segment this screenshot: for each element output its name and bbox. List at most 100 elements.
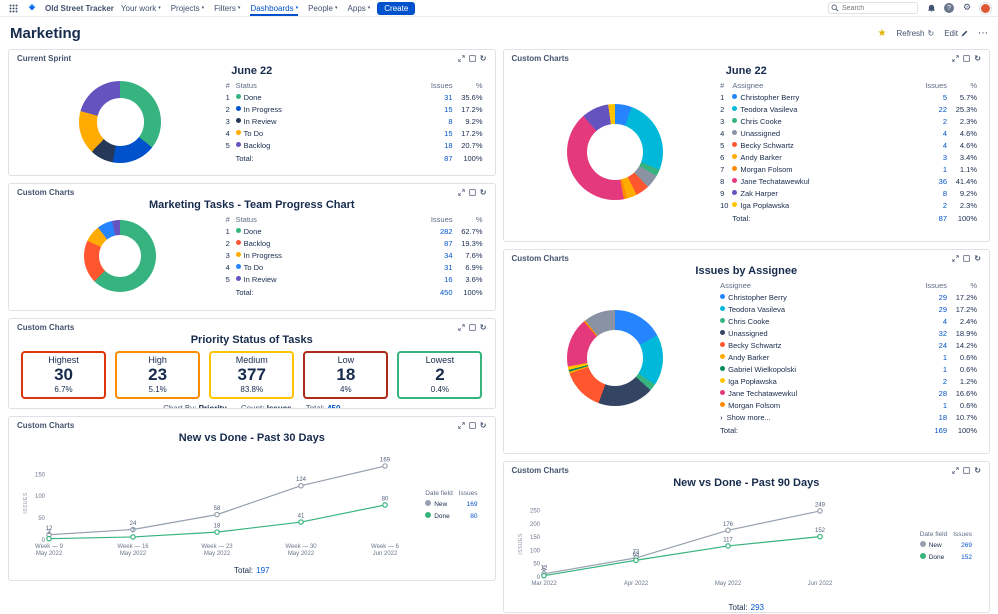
fullscreen-icon[interactable] bbox=[469, 55, 476, 62]
legend-table: Assignee Issues% Christopher Berry 29 17.2% T… bbox=[718, 280, 979, 437]
issues-count-link[interactable]: 31 bbox=[444, 262, 453, 272]
issues-count-link[interactable]: 4 bbox=[942, 316, 947, 326]
issues-count-link[interactable]: 18 bbox=[444, 140, 453, 150]
fullscreen-icon[interactable] bbox=[469, 324, 476, 331]
refresh-gadget-icon[interactable]: ↻ bbox=[974, 53, 981, 63]
total-issues-link[interactable]: 450 bbox=[439, 288, 453, 297]
legend-row: 1 Christopher Berry 5 5.7% bbox=[720, 92, 977, 102]
series-total-link[interactable]: 152 bbox=[961, 553, 972, 561]
issues-count-link[interactable]: 1 bbox=[942, 364, 947, 374]
issues-count-link[interactable]: 22 bbox=[938, 104, 947, 114]
nav-item-your-work[interactable]: Your work ▾ bbox=[120, 3, 161, 13]
resize-icon[interactable] bbox=[952, 255, 959, 262]
legend-row: 10 Iga Popławska 2 2.3% bbox=[720, 200, 977, 210]
notifications-icon[interactable] bbox=[925, 2, 937, 14]
refresh-button[interactable]: Refresh ↻ bbox=[896, 28, 935, 38]
nav-item-people[interactable]: People ▾ bbox=[308, 3, 338, 13]
resize-icon[interactable] bbox=[458, 55, 465, 62]
search-input[interactable] bbox=[828, 2, 918, 14]
issues-count-link[interactable]: 31 bbox=[444, 92, 453, 102]
series-total-link[interactable]: 80 bbox=[470, 512, 478, 520]
issues-count-link[interactable]: 34 bbox=[444, 250, 453, 260]
resize-icon[interactable] bbox=[458, 189, 465, 196]
nav-item-dashboards[interactable]: Dashboards ▾ bbox=[250, 0, 299, 16]
donut-chart[interactable] bbox=[84, 220, 157, 293]
nav-item-projects[interactable]: Projects ▾ bbox=[170, 3, 205, 13]
total-issues-link[interactable]: 169 bbox=[934, 426, 947, 435]
nav-item-filters[interactable]: Filters ▾ bbox=[214, 3, 241, 13]
issues-count-link[interactable]: 4 bbox=[942, 140, 947, 150]
issues-count-link[interactable]: 28 bbox=[938, 388, 947, 398]
fullscreen-icon[interactable] bbox=[469, 422, 476, 429]
fullscreen-icon[interactable] bbox=[469, 189, 476, 196]
refresh-gadget-icon[interactable]: ↻ bbox=[974, 465, 981, 475]
fullscreen-icon[interactable] bbox=[963, 55, 970, 62]
issues-count-link[interactable]: 1 bbox=[942, 400, 947, 410]
fullscreen-icon[interactable] bbox=[963, 255, 970, 262]
issues-count-link[interactable]: 15 bbox=[444, 104, 453, 114]
priority-box-medium[interactable]: Medium 377 83.8% bbox=[209, 351, 295, 399]
issues-count-link[interactable]: 29 bbox=[938, 304, 947, 314]
priority-count: 23 bbox=[148, 365, 168, 384]
issues-count-link[interactable]: 5 bbox=[942, 92, 947, 102]
resize-icon[interactable] bbox=[458, 422, 465, 429]
issues-count-link[interactable]: 32 bbox=[938, 328, 947, 338]
refresh-gadget-icon[interactable]: ↻ bbox=[974, 253, 981, 263]
user-avatar[interactable] bbox=[980, 2, 991, 14]
issues-count-link[interactable]: 2 bbox=[942, 376, 947, 386]
series-total-link[interactable]: 269 bbox=[961, 541, 972, 549]
issues-count-link[interactable]: 18 bbox=[938, 412, 947, 422]
series-color-dot bbox=[720, 341, 726, 347]
chart-total: Total: 293 bbox=[728, 603, 764, 612]
donut-chart[interactable] bbox=[566, 310, 663, 407]
issues-count-link[interactable]: 8 bbox=[942, 188, 947, 198]
issues-count-link[interactable]: 36 bbox=[938, 176, 947, 186]
jira-logo-icon[interactable] bbox=[26, 2, 38, 14]
favorite-star-icon[interactable]: ★ bbox=[877, 28, 887, 39]
help-icon[interactable]: ? bbox=[944, 3, 954, 13]
priority-box-lowest[interactable]: Lowest 2 0.4% bbox=[397, 351, 483, 399]
issues-count-link[interactable]: 4 bbox=[942, 128, 947, 138]
issues-count-link[interactable]: 8 bbox=[448, 116, 453, 126]
priority-box-low[interactable]: Low 18 4% bbox=[303, 351, 389, 399]
issues-count-link[interactable]: 1 bbox=[942, 164, 947, 174]
chart-total-link[interactable]: 197 bbox=[256, 566, 270, 575]
refresh-gadget-icon[interactable]: ↻ bbox=[479, 187, 487, 197]
total-issues-link[interactable]: 87 bbox=[444, 154, 453, 163]
issues-count-link[interactable]: 15 bbox=[444, 128, 453, 138]
donut-chart[interactable] bbox=[79, 81, 162, 164]
create-button[interactable]: Create bbox=[377, 1, 416, 15]
donut-chart[interactable] bbox=[566, 104, 663, 201]
priority-box-high[interactable]: High 23 5.1% bbox=[115, 351, 201, 399]
resize-icon[interactable] bbox=[952, 55, 959, 62]
issues-count-link[interactable]: 282 bbox=[439, 226, 453, 236]
issues-count-link[interactable]: 16 bbox=[444, 274, 453, 284]
issues-count-link[interactable]: 2 bbox=[942, 200, 947, 210]
issues-count-link[interactable]: 24 bbox=[938, 340, 947, 350]
refresh-gadget-icon[interactable]: ↻ bbox=[479, 420, 487, 430]
priority-count: 18 bbox=[336, 365, 356, 384]
nav-item-apps[interactable]: Apps ▾ bbox=[347, 3, 371, 13]
settings-icon[interactable]: ⚙ bbox=[962, 2, 972, 13]
issues-count-link[interactable]: 29 bbox=[938, 292, 947, 302]
series-label[interactable]: Show more... bbox=[726, 412, 771, 422]
resize-icon[interactable] bbox=[952, 467, 959, 474]
priority-box-highest[interactable]: Highest 30 6.7% bbox=[21, 351, 107, 399]
refresh-gadget-icon[interactable]: ↻ bbox=[479, 53, 487, 63]
resize-icon[interactable] bbox=[458, 324, 465, 331]
issues-count-link[interactable]: 3 bbox=[942, 152, 947, 162]
edit-button[interactable]: Edit bbox=[944, 29, 968, 38]
total-issues-link[interactable]: 87 bbox=[938, 214, 947, 223]
fullscreen-icon[interactable] bbox=[963, 467, 970, 474]
series-total-link[interactable]: 169 bbox=[466, 500, 478, 508]
priority-total-link[interactable]: 450 bbox=[327, 403, 341, 409]
app-switcher-icon[interactable] bbox=[7, 2, 19, 14]
total-row: Total: 450 100% bbox=[235, 288, 483, 297]
issues-count-link[interactable]: 1 bbox=[942, 352, 947, 362]
more-options-button[interactable]: ⋯ bbox=[978, 28, 988, 39]
refresh-gadget-icon[interactable]: ↻ bbox=[479, 322, 487, 332]
site-name[interactable]: Old Street Tracker bbox=[45, 3, 114, 13]
issues-count-link[interactable]: 87 bbox=[444, 238, 453, 248]
chart-total-link[interactable]: 293 bbox=[750, 603, 764, 612]
issues-count-link[interactable]: 2 bbox=[942, 116, 947, 126]
